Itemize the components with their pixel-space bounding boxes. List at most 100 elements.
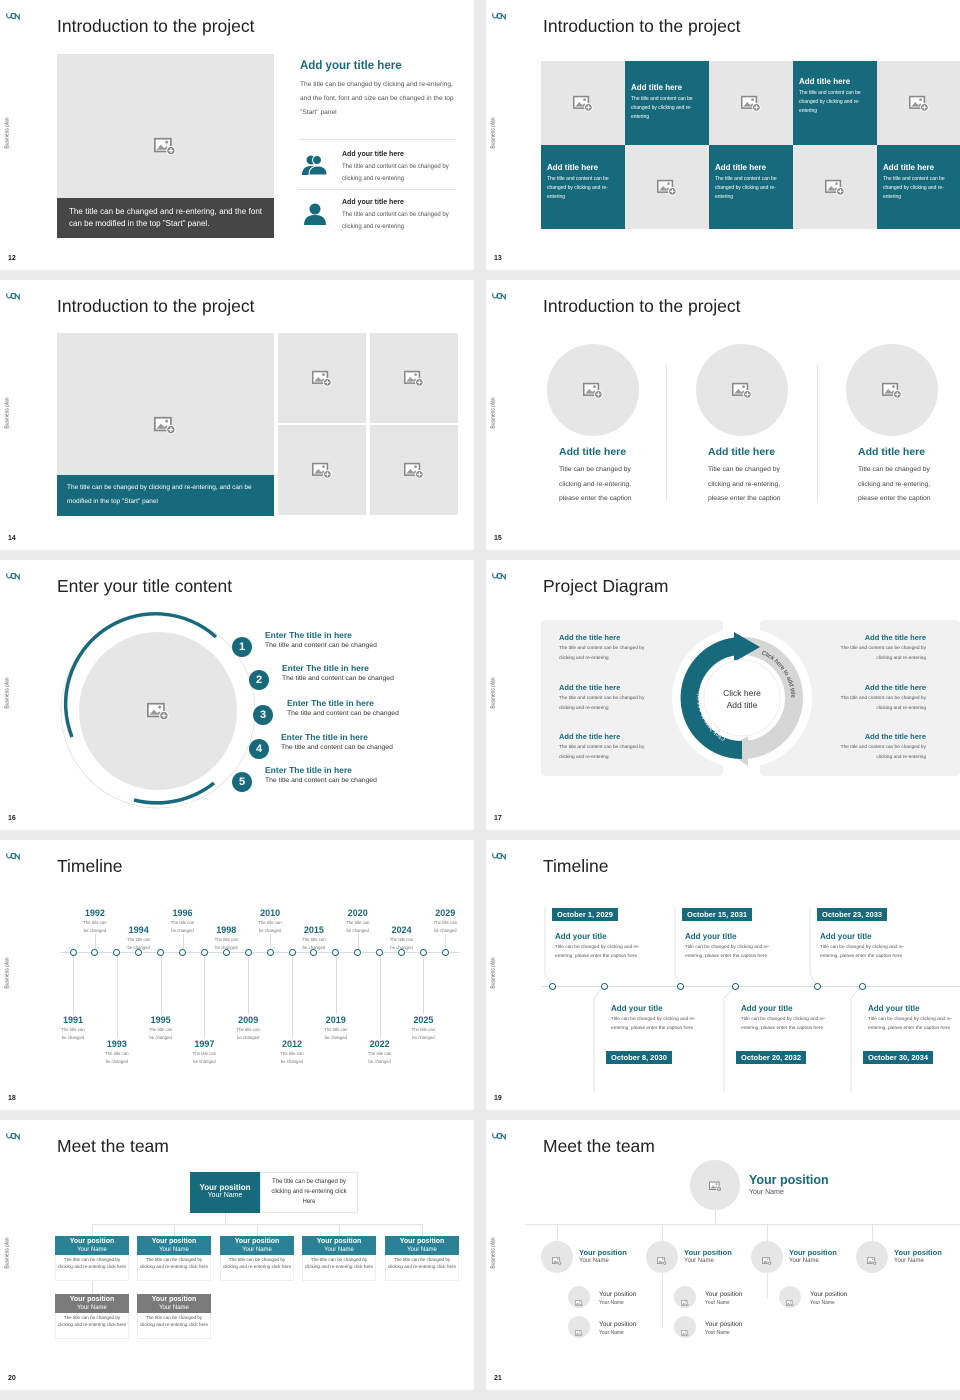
- image-placeholder-circle[interactable]: [547, 344, 639, 436]
- image-placeholder[interactable]: [370, 333, 458, 423]
- tile-title: Add title here: [715, 163, 767, 172]
- member-card-header[interactable]: Your position Your Name: [220, 1236, 294, 1255]
- date-badge: October 8, 2030: [606, 1051, 672, 1064]
- timeline-node[interactable]: [200, 948, 208, 956]
- timeline-node[interactable]: [222, 948, 230, 956]
- slide-s14[interactable]: Business plan Introduction to the project…: [0, 280, 474, 550]
- timeline-node[interactable]: [548, 982, 556, 990]
- event-title: Add your title: [555, 932, 607, 941]
- slide-s13[interactable]: Business plan Introduction to the project…: [486, 0, 960, 270]
- timeline-node[interactable]: [332, 948, 340, 956]
- timeline-node[interactable]: [266, 948, 274, 956]
- step-title: Enter The title in here: [281, 732, 368, 742]
- lead-card[interactable]: Your position Your Name: [190, 1172, 260, 1213]
- timeline-node[interactable]: [419, 948, 427, 956]
- member-card-header[interactable]: Your position Your Name: [137, 1294, 211, 1313]
- slide-s12[interactable]: Business plan Introduction to the project…: [0, 0, 474, 270]
- image-placeholder[interactable]: [57, 333, 274, 475]
- cycle-arc-right[interactable]: [741, 637, 803, 759]
- timeline-node[interactable]: [179, 948, 186, 956]
- image-placeholder[interactable]: [541, 61, 625, 145]
- member-card-header[interactable]: Your position Your Name: [137, 1236, 211, 1255]
- sub-member-photo[interactable]: [568, 1316, 590, 1338]
- text-tile: Add title here The title and content can …: [541, 145, 625, 229]
- event-year: 1995: [150, 1015, 171, 1025]
- event-text: The title can be changed: [236, 1027, 260, 1040]
- sub-member-photo[interactable]: [779, 1286, 801, 1308]
- timeline-node[interactable]: [731, 982, 739, 990]
- timeline-node[interactable]: [813, 982, 821, 990]
- member-name: Your Name: [894, 1258, 924, 1264]
- timeline-node[interactable]: [157, 948, 165, 956]
- slide-s18[interactable]: Business plan Timeline 18 1991 The title can…: [0, 840, 474, 1110]
- cycle-arc-left[interactable]: [680, 637, 743, 760]
- timeline-node[interactable]: [441, 948, 449, 956]
- sub-member-position: Your position: [810, 1291, 848, 1298]
- member-card-header[interactable]: Your position Your Name: [55, 1294, 129, 1313]
- lead-name: Your Name: [207, 1192, 243, 1199]
- event-title: Add your title: [820, 932, 872, 941]
- member-photo[interactable]: [541, 1241, 573, 1273]
- image-placeholder[interactable]: [278, 333, 366, 423]
- slide-s16[interactable]: Business plan Enter your title content 16 …: [0, 560, 474, 830]
- event-year: 2015: [303, 925, 324, 935]
- connector: [257, 1224, 258, 1236]
- slide-s20[interactable]: Business plan Meet the team 20 Your positio…: [0, 1120, 474, 1390]
- page-number: 19: [494, 1095, 502, 1102]
- timeline-node[interactable]: [858, 982, 866, 990]
- member-name: Your Name: [684, 1258, 714, 1264]
- cycle-diagram[interactable]: Click here to add title Click here to ad…: [486, 560, 960, 830]
- timeline-node[interactable]: [244, 948, 252, 956]
- member-photo[interactable]: [751, 1241, 783, 1273]
- timeline-node[interactable]: [288, 948, 296, 956]
- image-placeholder[interactable]: [278, 425, 366, 515]
- slide-s17[interactable]: Business plan Project Diagram 17 Add the ti…: [486, 560, 960, 830]
- member-card-header[interactable]: Your position Your Name: [302, 1236, 376, 1255]
- event-year: 1998: [216, 925, 237, 935]
- column-text: Title can be changed by clicking and re-…: [858, 466, 931, 502]
- timeline-node[interactable]: [600, 982, 608, 990]
- timeline-node[interactable]: [135, 948, 143, 956]
- image-placeholder-icon: [312, 462, 332, 479]
- side-label: Business plan: [490, 1237, 497, 1269]
- member-card-header[interactable]: Your position Your Name: [385, 1236, 459, 1255]
- item-title: Add the title here: [559, 732, 621, 741]
- member-photo[interactable]: [856, 1241, 888, 1273]
- member-position: Your position: [151, 1296, 197, 1303]
- member-card-header[interactable]: Your position Your Name: [55, 1236, 129, 1255]
- timeline-node[interactable]: [354, 948, 362, 956]
- side-label: Business plan: [490, 397, 497, 429]
- image-placeholder-circle[interactable]: [79, 632, 237, 790]
- image-placeholder[interactable]: [370, 425, 458, 515]
- image-placeholder[interactable]: [709, 61, 793, 145]
- timeline-node[interactable]: [91, 948, 99, 956]
- cycle-center[interactable]: [703, 659, 781, 737]
- sub-member-photo[interactable]: [674, 1286, 696, 1308]
- tile-text: The title and content can be changed by …: [631, 96, 693, 120]
- image-placeholder-circle[interactable]: [696, 344, 788, 436]
- image-placeholder[interactable]: [57, 54, 274, 199]
- lead-photo[interactable]: [690, 1160, 740, 1210]
- slide-s15[interactable]: Business plan Introduction to the project…: [486, 280, 960, 550]
- image-placeholder[interactable]: [625, 145, 709, 229]
- event-year: 1993: [106, 1039, 127, 1049]
- slide-s21[interactable]: Business plan Meet the team 21 Your positio…: [486, 1120, 960, 1390]
- step-title: Enter The title in here: [287, 698, 374, 708]
- image-placeholder-icon: [786, 1294, 794, 1307]
- slide-s19[interactable]: Business plan Timeline 19 October 1, 2029 Ad…: [486, 840, 960, 1110]
- member-photo[interactable]: [646, 1241, 678, 1273]
- sub-member-photo[interactable]: [674, 1316, 696, 1338]
- timeline-node[interactable]: [676, 982, 684, 990]
- timeline-node[interactable]: [113, 948, 121, 956]
- tile-title: Add title here: [547, 163, 599, 172]
- member-position: Your position: [234, 1238, 280, 1245]
- image-placeholder[interactable]: [793, 145, 877, 229]
- timeline-node[interactable]: [398, 948, 405, 956]
- timeline-node[interactable]: [69, 948, 77, 956]
- sub-member-photo[interactable]: [568, 1286, 590, 1308]
- timeline-node[interactable]: [376, 948, 384, 956]
- timeline-node[interactable]: [310, 948, 318, 956]
- image-placeholder[interactable]: [877, 61, 960, 145]
- side-label: Business plan: [4, 957, 11, 989]
- image-placeholder-circle[interactable]: [846, 344, 938, 436]
